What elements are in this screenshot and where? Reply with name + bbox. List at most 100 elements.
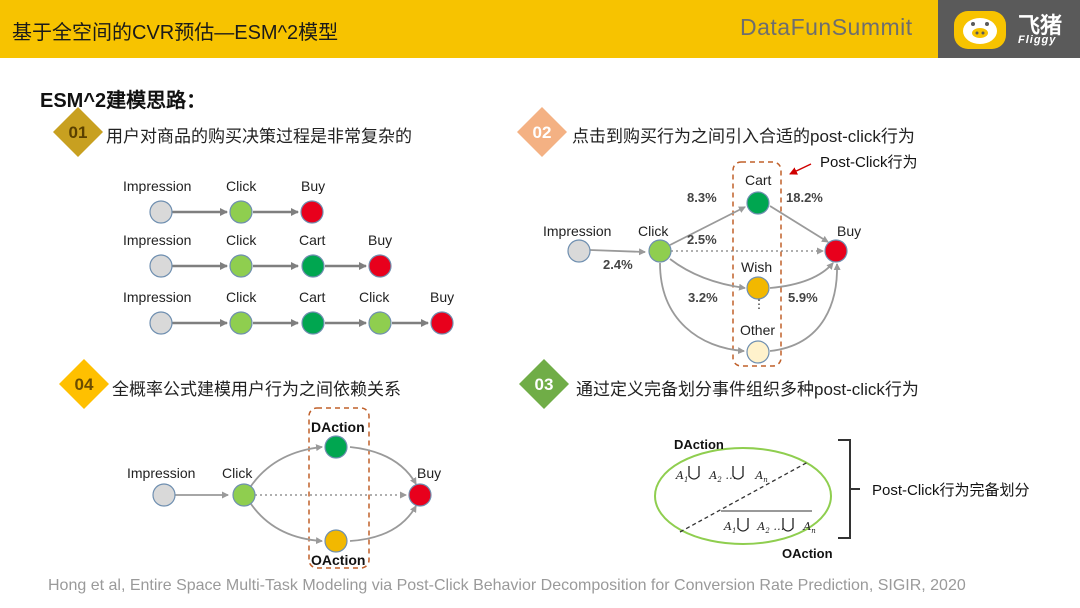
s1-label-buy: Buy [430,289,455,305]
header-bar [0,0,1080,58]
union-icon [782,518,794,532]
s4-edge-daction-buy [349,446,417,485]
s2-edge-click-other [659,262,745,355]
s1-node-cart [301,311,325,335]
s3-a2: A [709,469,718,482]
s2-postclick-box [732,161,782,367]
s1-node-buy [430,311,454,335]
diamond-04-num: 04 [75,375,94,394]
s1-row-3 [149,311,454,335]
s2-node-other [746,340,770,364]
s1-label-buy: Buy [301,178,326,194]
s3-an: A [755,469,764,482]
s3-a2: A [757,520,766,533]
diamond-01-num: 01 [69,123,88,142]
s2-edge-click-wish [669,258,746,291]
s1-node-click [229,254,253,278]
s2-postclick-label: Post-Click行为 [820,154,918,171]
section-03-diagram [654,439,860,545]
s2-label-dots: ⋮ [753,297,765,311]
s4-edge-click-daction [250,444,323,487]
s1-label-click: Click [226,232,257,248]
section-04-diagram [152,407,432,569]
logo-text: 飞猪 [1018,13,1063,38]
s2-label-impression: Impression [543,223,612,239]
s1-node-impression [149,200,173,224]
s3-bracket [838,439,851,539]
s1-label-click: Click [359,289,390,305]
s4-box [308,407,370,569]
s3-ellipse [654,447,832,545]
s2-node-cart [746,191,770,215]
diamond-02-num: 02 [533,123,552,142]
s2-node-buy [824,239,848,263]
s2-pct-click-cart: 8.3% [687,190,717,205]
s2-node-click [648,239,672,263]
s2-pct-click-wish: 3.2% [688,290,718,305]
summit-label: DataFunSummit [740,14,913,40]
s1-node-click [229,200,253,224]
s2-pct-click-buy: 2.5% [687,232,717,247]
s4-edge-oaction-buy [349,505,417,542]
s1-node-click [229,311,253,335]
s1-label-cart: Cart [299,289,326,305]
s1-label-impression: Impression [123,232,192,248]
s1-row-1 [149,200,324,224]
s2-node-wish [746,276,770,300]
s3-label-oaction: OAction [782,546,833,561]
s1-label-impression: Impression [123,178,192,194]
s4-label-click: Click [222,465,253,481]
diamond-04: 04 [59,359,109,409]
s1-node-cart [301,254,325,278]
s3-a2-sub: 2 [765,527,770,536]
section-04-text: 全概率公式建模用户行为之间依赖关系 [112,380,401,399]
s1-node-impression [149,254,173,278]
s4-label-buy: Buy [417,465,442,481]
diamond-03-num: 03 [535,375,554,394]
s2-edge-cart-buy [769,205,829,243]
s2-label-buy: Buy [837,223,862,239]
pig-logo-icon [954,11,1006,49]
s1-label-buy: Buy [368,232,393,248]
s3-partition-label: Post-Click行为完备划分 [872,482,1030,499]
s4-node-click [232,483,256,507]
s2-pct-wish-buy: 5.9% [788,290,818,305]
s2-edge-wish-buy [769,262,834,289]
s4-node-buy [408,483,432,507]
s2-label-other: Other [740,322,776,338]
s1-node-click [368,311,392,335]
s2-edge-other-buy [769,263,841,352]
citation-footer: Hong et al, Entire Space Multi-Task Mode… [48,577,966,594]
s3-an-sub: n [763,476,768,485]
s3-cdots: … [725,469,737,482]
s1-row-2 [149,254,392,278]
union-icon [732,466,744,480]
page-title: 基于全空间的CVR预估—ESM^2模型 [12,22,339,44]
s2-pct-cart-buy: 18.2% [786,190,823,205]
section-02-text: 点击到购买行为之间引入合适的post-click行为 [572,127,915,146]
s4-node-oaction [324,529,348,553]
s3-an-sub: n [811,527,816,536]
s4-node-impression [152,483,176,507]
section-02-diagram [567,161,848,367]
s4-node-daction [324,435,348,459]
union-icon [737,518,749,532]
s3-a2-sub: 2 [717,476,722,485]
diamond-01: 01 [53,107,103,157]
s4-label-impression: Impression [127,465,196,481]
s1-label-impression: Impression [123,289,192,305]
s1-label-click: Click [226,289,257,305]
s2-pct-imp-click: 2.4% [603,257,633,272]
s2-label-click: Click [638,223,669,239]
s1-label-click: Click [226,178,257,194]
s3-label-daction: DAction [674,437,724,452]
s3-an: A [803,520,812,533]
s2-node-impression [567,239,591,263]
s2-red-arrow [789,163,812,175]
s3-formula-bottom: A1 A2 … An [724,520,816,535]
diamond-02: 02 [517,107,567,157]
s2-label-wish: Wish [741,259,773,275]
s4-label-daction: DAction [311,419,365,435]
logo-subtext: Fliggy [1018,34,1057,46]
s3-formula-top: A1 A2 … An [676,469,768,484]
